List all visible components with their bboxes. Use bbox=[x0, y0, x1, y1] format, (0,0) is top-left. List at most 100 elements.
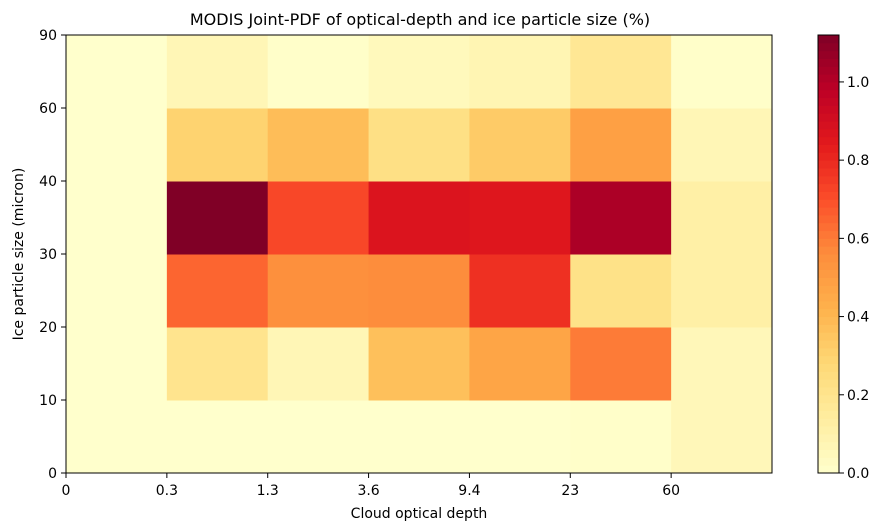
heatmap-cell bbox=[166, 254, 269, 328]
colorbar-segment bbox=[818, 347, 839, 357]
y-tick-label: 40 bbox=[39, 174, 57, 190]
heatmap-cell bbox=[570, 108, 672, 182]
heatmap-cell bbox=[368, 181, 470, 255]
colorbar-segment bbox=[818, 97, 839, 106]
heatmap-cell bbox=[671, 181, 773, 255]
y-axis-ticks: 0 10 20 30 40 60 90 bbox=[39, 28, 66, 482]
colorbar-segment bbox=[818, 246, 839, 255]
colorbar-segment bbox=[818, 230, 839, 239]
colorbar-segment bbox=[818, 418, 839, 427]
colorbar-segment bbox=[818, 261, 839, 271]
colorbar-segment bbox=[818, 371, 839, 380]
colorbar-segment bbox=[818, 160, 839, 169]
heatmap-cell bbox=[267, 108, 370, 182]
colorbar-segment bbox=[818, 394, 839, 404]
y-tick-label: 10 bbox=[39, 393, 57, 409]
heatmap-cell bbox=[166, 35, 269, 109]
heatmap-cell bbox=[368, 254, 470, 328]
heatmap-cell bbox=[166, 181, 269, 255]
colorbar-segment bbox=[818, 449, 839, 458]
x-tick-label: 23 bbox=[561, 483, 579, 499]
heatmap-cell bbox=[469, 327, 571, 401]
heatmap-cell bbox=[267, 254, 370, 328]
heatmap-cell bbox=[368, 327, 470, 401]
heatmap-cell bbox=[166, 327, 269, 401]
colorbar: 0.0 0.2 0.4 0.6 0.8 1.0 bbox=[817, 34, 869, 482]
colorbar-segment bbox=[818, 465, 839, 474]
y-tick-label: 20 bbox=[39, 320, 57, 336]
x-axis-ticks: 0 0.3 1.3 3.6 9.4 23 60 bbox=[62, 473, 680, 499]
colorbar-segment bbox=[818, 277, 839, 286]
colorbar-tick-label: 0.6 bbox=[847, 231, 869, 247]
colorbar-segment bbox=[818, 152, 839, 161]
heatmap-cell bbox=[671, 35, 773, 109]
y-tick-label: 0 bbox=[48, 466, 57, 482]
colorbar-segment bbox=[818, 238, 839, 247]
colorbar-segment bbox=[818, 402, 839, 411]
colorbar-segment bbox=[818, 316, 839, 325]
heatmap-cell bbox=[267, 35, 370, 109]
heatmap-cell bbox=[66, 400, 168, 474]
colorbar-segment bbox=[818, 363, 839, 372]
x-tick-label: 3.6 bbox=[357, 483, 379, 499]
heatmap-cell bbox=[368, 400, 470, 474]
heatmap-cell bbox=[66, 108, 168, 182]
heatmap-cell bbox=[570, 35, 672, 109]
heatmap-cell bbox=[570, 327, 672, 401]
colorbar-tick-label: 0.2 bbox=[847, 388, 869, 404]
x-tick-label: 60 bbox=[662, 483, 680, 499]
heatmap-cell bbox=[671, 108, 773, 182]
colorbar-segment bbox=[818, 433, 839, 443]
chart-title: MODIS Joint-PDF of optical-depth and ice… bbox=[190, 10, 650, 29]
colorbar-segment bbox=[818, 214, 839, 224]
colorbar-segment bbox=[818, 355, 839, 364]
x-tick-label: 1.3 bbox=[257, 483, 279, 499]
colorbar-segment bbox=[818, 113, 839, 122]
heatmap-cell bbox=[166, 108, 269, 182]
heatmap-cell bbox=[368, 35, 470, 109]
colorbar-tick-label: 0.8 bbox=[847, 153, 869, 169]
colorbar-segment bbox=[818, 308, 839, 318]
y-tick-label: 90 bbox=[39, 28, 57, 44]
heatmap-cell bbox=[66, 327, 168, 401]
heatmap-cell bbox=[469, 400, 571, 474]
heatmap-cell bbox=[570, 400, 672, 474]
y-tick-label: 30 bbox=[39, 247, 57, 263]
colorbar-segment bbox=[818, 324, 839, 333]
colorbar-segment bbox=[818, 74, 839, 83]
colorbar-segment bbox=[818, 222, 839, 232]
colorbar-segment bbox=[818, 89, 839, 99]
heatmap-cells bbox=[66, 35, 773, 474]
colorbar-segment bbox=[818, 81, 839, 91]
colorbar-segment bbox=[818, 285, 839, 294]
x-tick-label: 0 bbox=[62, 483, 71, 499]
heatmap-cell bbox=[469, 35, 571, 109]
heatmap-cell bbox=[66, 254, 168, 328]
colorbar-segment bbox=[818, 136, 839, 145]
y-axis-label: Ice particle size (micron) bbox=[11, 168, 27, 341]
heatmap-cell bbox=[267, 181, 370, 255]
colorbar-segment bbox=[818, 191, 839, 200]
heatmap-cell bbox=[570, 254, 672, 328]
colorbar-segment bbox=[818, 426, 839, 435]
colorbar-segment bbox=[818, 379, 839, 388]
colorbar-segment bbox=[818, 293, 839, 302]
colorbar-segment bbox=[818, 199, 839, 208]
heatmap-cell bbox=[671, 254, 773, 328]
colorbar-tick-label: 0.0 bbox=[847, 466, 869, 482]
heatmap-cell bbox=[267, 400, 370, 474]
x-tick-label: 0.3 bbox=[156, 483, 178, 499]
colorbar-segment bbox=[818, 300, 839, 310]
x-tick-label: 9.4 bbox=[458, 483, 480, 499]
colorbar-segment bbox=[818, 340, 839, 349]
heatmap-cell bbox=[66, 35, 168, 109]
colorbar-tick-label: 0.4 bbox=[847, 310, 869, 326]
colorbar-segment bbox=[818, 269, 839, 278]
heatmap-cell bbox=[671, 327, 773, 401]
heatmap-cell bbox=[267, 327, 370, 401]
colorbar-segment bbox=[818, 50, 839, 59]
heatmap-cell bbox=[469, 181, 571, 255]
colorbar-segment bbox=[818, 207, 839, 216]
colorbar-segment bbox=[818, 332, 839, 341]
